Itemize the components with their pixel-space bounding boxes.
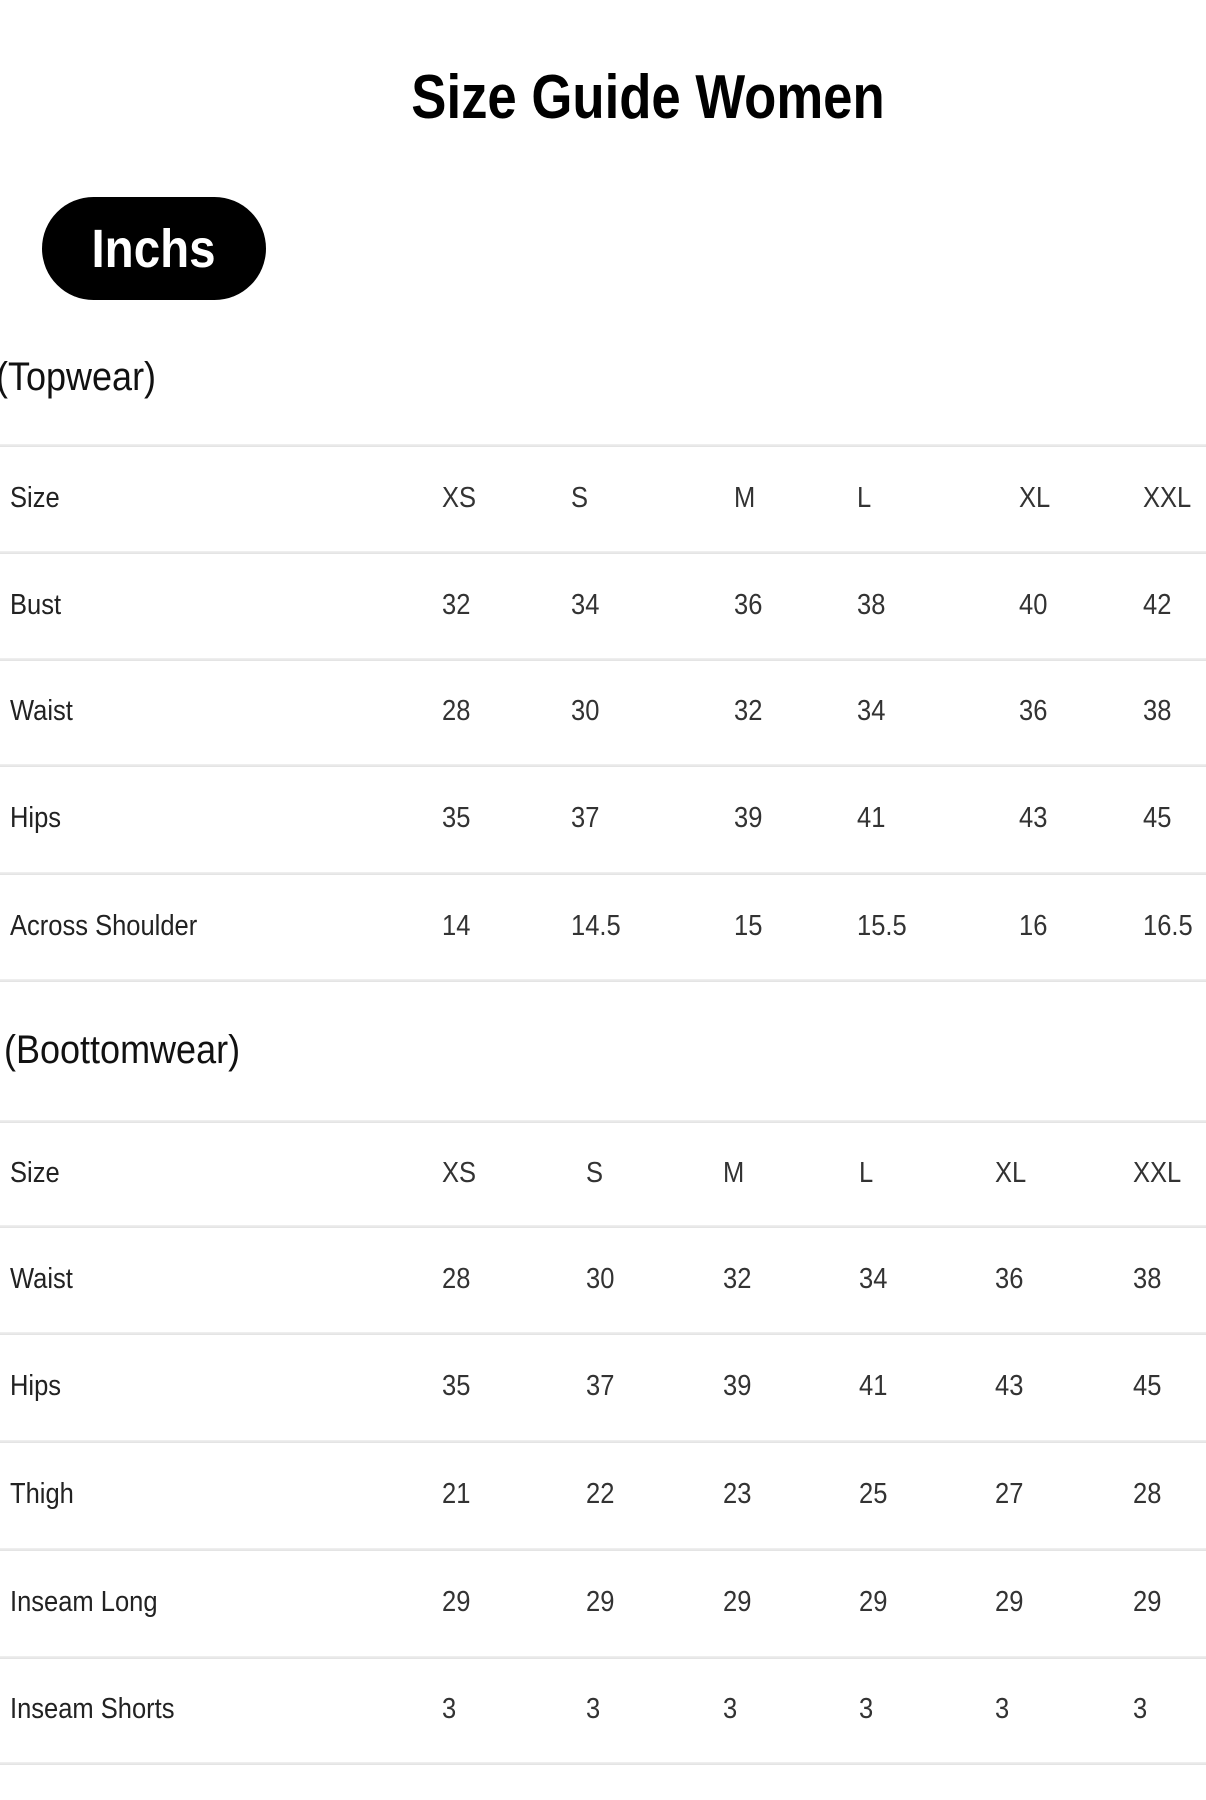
measurement-value: 29 (859, 1586, 888, 1618)
measurement-value: 36 (1019, 695, 1048, 727)
measurement-value: 40 (1019, 588, 1048, 621)
header-label: Size (10, 481, 60, 514)
measurement-value: 28 (442, 1262, 471, 1295)
header-label: Size (10, 1156, 60, 1189)
measurement-value: 37 (571, 802, 600, 834)
size-header-cell: M (723, 1156, 745, 1189)
measurement-value: 39 (734, 802, 763, 834)
row-divider (0, 764, 1206, 767)
measurement-value: 3 (1133, 1693, 1148, 1725)
row-divider (0, 979, 1206, 982)
row-divider (0, 1440, 1206, 1443)
measurement-value: 15 (734, 909, 763, 942)
measurement-value: 36 (995, 1262, 1024, 1295)
measurement-label: Waist (10, 695, 73, 727)
measurement-value: 16.5 (1143, 909, 1193, 942)
measurement-label: Inseam Shorts (10, 1693, 175, 1725)
measurement-value: 29 (995, 1586, 1024, 1618)
row-divider (0, 551, 1206, 554)
measurement-label: Thigh (10, 1478, 74, 1510)
measurement-value: 43 (995, 1370, 1024, 1402)
measurement-value: 32 (442, 588, 471, 621)
measurement-value: 21 (442, 1478, 471, 1510)
measurement-value: 23 (723, 1478, 752, 1510)
unit-badge: Inchs (42, 197, 266, 300)
measurement-value: 15.5 (857, 909, 907, 942)
measurement-value: 32 (734, 695, 763, 727)
measurement-value: 45 (1143, 802, 1172, 834)
measurement-label: Hips (10, 802, 62, 834)
size-header-cell: XL (1019, 481, 1051, 514)
size-header-cell: XXL (1143, 481, 1192, 514)
size-header-cell: L (859, 1156, 874, 1189)
row-divider (0, 1120, 1206, 1123)
measurement-value: 29 (442, 1586, 471, 1618)
measurement-value: 3 (723, 1693, 738, 1725)
measurement-value: 14 (442, 909, 471, 942)
page-title: Size Guide Women (411, 63, 885, 132)
measurement-value: 22 (586, 1478, 615, 1510)
size-header-cell: L (857, 481, 872, 514)
measurement-value: 37 (586, 1370, 615, 1402)
row-divider (0, 1762, 1206, 1765)
measurement-value: 34 (571, 588, 600, 621)
measurement-value: 34 (859, 1262, 888, 1295)
measurement-value: 38 (1143, 695, 1172, 727)
size-header-cell: XS (442, 481, 477, 514)
measurement-value: 41 (859, 1370, 888, 1402)
row-divider (0, 1332, 1206, 1335)
measurement-value: 34 (857, 695, 886, 727)
unit-badge-label: Inchs (91, 218, 217, 279)
measurement-value: 38 (857, 588, 886, 621)
measurement-value: 3 (442, 1693, 457, 1725)
measurement-value: 28 (1133, 1478, 1162, 1510)
measurement-value: 39 (723, 1370, 752, 1402)
measurement-label: Hips (10, 1370, 62, 1402)
measurement-value: 41 (857, 802, 886, 834)
measurement-value: 3 (586, 1693, 601, 1725)
topwear-heading: (Topwear) (0, 355, 157, 399)
measurement-value: 35 (442, 802, 471, 834)
row-divider (0, 444, 1206, 447)
measurement-value: 35 (442, 1370, 471, 1402)
measurement-value: 3 (995, 1693, 1010, 1725)
measurement-value: 29 (586, 1586, 615, 1618)
row-divider (0, 658, 1206, 661)
row-divider (0, 1225, 1206, 1228)
size-header-cell: XXL (1133, 1156, 1182, 1189)
row-divider (0, 872, 1206, 875)
measurement-label: Across Shoulder (10, 909, 198, 942)
bottomwear-heading: (Boottomwear) (4, 1028, 241, 1072)
measurement-value: 45 (1133, 1370, 1162, 1402)
measurement-value: 32 (723, 1262, 752, 1295)
size-header-cell: M (734, 481, 756, 514)
row-divider (0, 1656, 1206, 1659)
measurement-value: 43 (1019, 802, 1048, 834)
measurement-value: 3 (859, 1693, 874, 1725)
size-header-cell: XL (995, 1156, 1027, 1189)
measurement-value: 36 (734, 588, 763, 621)
measurement-value: 29 (723, 1586, 752, 1618)
measurement-label: Waist (10, 1262, 73, 1295)
measurement-value: 38 (1133, 1262, 1162, 1295)
measurement-value: 28 (442, 695, 471, 727)
measurement-label: Bust (10, 588, 62, 621)
measurement-value: 25 (859, 1478, 888, 1510)
measurement-value: 27 (995, 1478, 1024, 1510)
measurement-label: Inseam Long (10, 1586, 158, 1618)
measurement-value: 14.5 (571, 909, 621, 942)
measurement-value: 42 (1143, 588, 1172, 621)
measurement-value: 16 (1019, 909, 1048, 942)
size-header-cell: XS (442, 1156, 477, 1189)
measurement-value: 29 (1133, 1586, 1162, 1618)
size-header-cell: S (586, 1156, 604, 1189)
measurement-value: 30 (571, 695, 600, 727)
size-header-cell: S (571, 481, 589, 514)
measurement-value: 30 (586, 1262, 615, 1295)
row-divider (0, 1548, 1206, 1551)
